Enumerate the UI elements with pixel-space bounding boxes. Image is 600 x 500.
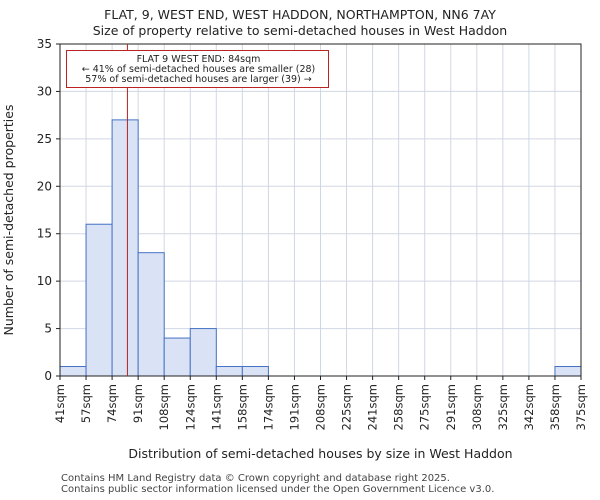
chart-title: FLAT, 9, WEST END, WEST HADDON, NORTHAMP… (104, 7, 496, 22)
x-tick-label: 291sqm (444, 384, 458, 430)
y-tick-label: 35 (37, 37, 52, 51)
histogram-bar (215, 366, 243, 377)
x-tick-label: 91sqm (131, 384, 145, 423)
x-tick-label: 241sqm (366, 384, 380, 430)
x-tick-label: 342sqm (522, 384, 536, 430)
x-tick-label: 308sqm (470, 384, 484, 430)
x-axis-label: Distribution of semi-detached houses by … (128, 446, 512, 461)
x-tick-label: 41sqm (53, 384, 67, 423)
x-tick-label: 141sqm (209, 384, 223, 430)
annotation-box: FLAT 9 WEST END: 84sqm ← 41% of semi-det… (66, 50, 329, 88)
x-tick-label: 74sqm (105, 384, 119, 423)
y-tick-label: 0 (44, 369, 52, 383)
x-tick-label: 174sqm (261, 384, 275, 430)
x-tick-label: 124sqm (183, 384, 197, 430)
annotation-line-3: 57% of semi-detached houses are larger (… (85, 74, 312, 85)
x-tick-label: 108sqm (157, 384, 171, 430)
annotation-line-1: FLAT 9 WEST END: 84sqm (136, 54, 261, 65)
y-tick-label: 15 (37, 227, 52, 241)
footer-line-1: Contains HM Land Registry data © Crown c… (61, 473, 450, 484)
chart-subtitle: Size of property relative to semi-detach… (92, 23, 508, 38)
x-tick-label: 325sqm (496, 384, 510, 430)
histogram-bar (163, 337, 191, 377)
histogram-bar (241, 366, 269, 377)
x-tick-label: 358sqm (548, 384, 562, 430)
histogram-bar (137, 252, 165, 377)
y-tick-label: 10 (37, 274, 52, 288)
histogram-bar (111, 119, 139, 377)
y-tick-label: 5 (44, 322, 52, 336)
annotation-line-2: ← 41% of semi-detached houses are smalle… (81, 64, 316, 75)
histogram-bar (59, 366, 87, 377)
x-tick-label: 57sqm (79, 384, 93, 423)
y-tick-label: 20 (37, 179, 52, 193)
x-tick-label: 158sqm (235, 384, 249, 430)
x-tick-label: 191sqm (287, 384, 301, 430)
y-tick-label: 25 (37, 132, 52, 146)
x-tick-label: 225sqm (340, 384, 354, 430)
footer-line-2: Contains public sector information licen… (61, 484, 495, 495)
y-axis-label: Number of semi-detached properties (1, 105, 16, 336)
x-tick-label: 275sqm (418, 384, 432, 430)
x-tick-label: 258sqm (392, 384, 406, 430)
x-tick-label: 375sqm (574, 384, 588, 430)
histogram-bar (554, 366, 582, 377)
histogram-bar (189, 328, 217, 377)
x-tick-label: 208sqm (314, 384, 328, 430)
histogram-bar (85, 223, 113, 377)
y-tick-label: 30 (37, 84, 52, 98)
